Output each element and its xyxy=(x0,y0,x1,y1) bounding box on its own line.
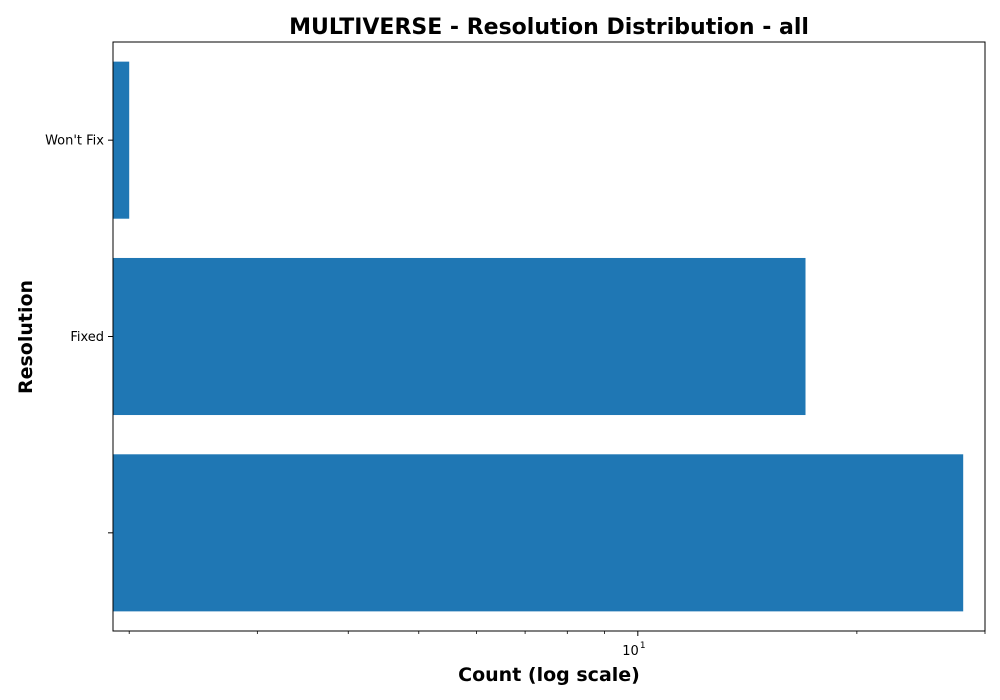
plot-frame xyxy=(112,41,986,632)
bar-won-t-fix xyxy=(113,61,130,219)
y-axis-ticks: Won't Fix Fixed xyxy=(45,134,113,534)
bar-fixed xyxy=(113,257,806,416)
x-axis-ticks: 10 1 xyxy=(128,631,986,659)
y-axis-label: Resolution xyxy=(15,280,37,394)
chart-title: MULTIVERSE - Resolution Distribution - a… xyxy=(289,15,809,40)
bars-group xyxy=(113,61,964,612)
x-axis-label: Count (log scale) xyxy=(458,664,640,686)
x-tick-label-exponent: 1 xyxy=(640,641,646,651)
y-tick-label: Fixed xyxy=(70,330,104,345)
bar-blank xyxy=(113,454,964,612)
x-tick-label: 10 xyxy=(622,644,639,659)
y-tick-label: Won't Fix xyxy=(45,134,104,149)
